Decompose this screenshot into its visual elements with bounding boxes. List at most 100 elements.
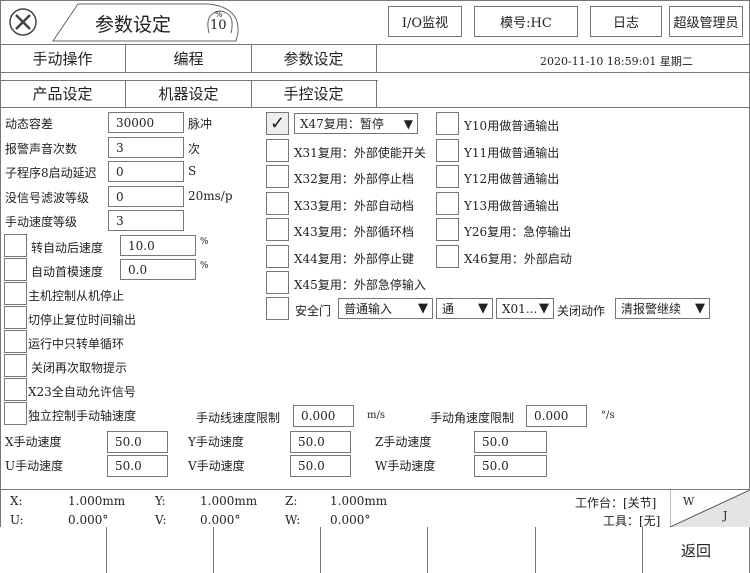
safety-close_action-dropdown[interactable]: 清报警继续 ▼: [615, 298, 710, 319]
function-button-5[interactable]: [428, 527, 536, 573]
checkbox-label: Y26复用：急停输出: [464, 225, 572, 239]
unit: %: [200, 237, 209, 247]
dropdown-arrow-icon: ▼: [695, 301, 705, 316]
back-button[interactable]: 返回: [643, 527, 750, 573]
coord-axis: Y:: [155, 494, 166, 508]
checkbox-label: 主机控制从机停止: [28, 289, 125, 303]
dropdown-arrow-icon: ▼: [539, 301, 549, 316]
divider: [0, 72, 750, 73]
angle-speed-label: 手动角速度限制: [430, 411, 515, 425]
safety-mode-dropdown[interactable]: 普通输入 ▼: [338, 298, 433, 319]
param-label: 动态容差: [5, 117, 54, 131]
checkbox[interactable]: [4, 354, 27, 377]
datetime: 2020-11-10 18:59:01 星期二: [540, 55, 693, 68]
x47-dropdown[interactable]: X47复用：暂停 ▼: [294, 113, 418, 134]
param-input[interactable]: 0: [108, 186, 184, 207]
mold-button[interactable]: 模号:HC: [474, 6, 578, 37]
function-button-6[interactable]: [536, 527, 643, 573]
param-input[interactable]: 3: [108, 137, 184, 158]
tab-1[interactable]: 编程: [126, 44, 252, 72]
axis-speed-input[interactable]: 50.0: [290, 455, 351, 477]
checkbox[interactable]: [436, 191, 459, 215]
checkbox-label: 运行中只转单循环: [28, 337, 125, 351]
axis-speed-input[interactable]: 50.0: [474, 455, 547, 477]
checkbox[interactable]: [266, 218, 289, 241]
coord-axis: W:: [285, 513, 301, 527]
checkbox[interactable]: [266, 165, 289, 188]
tools-icon[interactable]: [8, 7, 38, 37]
dropdown-arrow-icon: ▼: [403, 116, 413, 131]
function-button-4[interactable]: [321, 527, 428, 573]
param-input[interactable]: 0: [108, 161, 184, 182]
checkbox[interactable]: [436, 165, 459, 188]
subtab-2[interactable]: 手控设定: [251, 80, 377, 107]
mode-w: W: [683, 495, 695, 508]
speed-input[interactable]: 0.0: [120, 259, 196, 280]
function-button-1[interactable]: [0, 527, 107, 573]
log-button[interactable]: 日志: [590, 6, 662, 37]
subtab-1[interactable]: 机器设定: [126, 80, 252, 107]
checkbox-label: Y10用做普通输出: [464, 119, 560, 133]
dropdown-arrow-icon: ▼: [418, 301, 428, 316]
speed-input[interactable]: 10.0: [120, 235, 196, 256]
checkbox-label: 转自动后速度: [31, 241, 104, 255]
divider: [0, 489, 750, 490]
io-monitor-button[interactable]: I/O监视: [388, 6, 462, 37]
checkbox[interactable]: [436, 138, 459, 162]
safety-state-dropdown[interactable]: 通 ▼: [436, 298, 493, 319]
param-input[interactable]: 3: [108, 210, 184, 231]
coord-value: 1.000mm: [330, 494, 388, 508]
axis-speed-label: X手动速度: [5, 435, 62, 449]
safety-door-checkbox[interactable]: [266, 297, 289, 320]
param-unit: 20ms/p: [188, 189, 233, 203]
dropdown-value: X47复用：暂停: [300, 117, 384, 131]
checkbox[interactable]: [4, 282, 27, 305]
checkbox-label: Y12用做普通输出: [464, 172, 560, 186]
axis-speed-input[interactable]: 50.0: [474, 431, 547, 453]
coord-value: 1.000mm: [68, 494, 126, 508]
checkbox-label: X46复用：外部启动: [464, 251, 572, 266]
checkbox[interactable]: [4, 330, 27, 353]
param-input[interactable]: 30000: [108, 112, 184, 133]
tab-0[interactable]: 手动操作: [0, 44, 126, 72]
checkbox[interactable]: ✓: [266, 112, 289, 135]
checkbox[interactable]: [436, 218, 459, 241]
coord-axis: X:: [10, 494, 23, 508]
angle-speed-input[interactable]: 0.000: [526, 405, 587, 427]
axis-speed-label: V手动速度: [188, 459, 245, 473]
checkbox-label: X32复用：外部停止档: [294, 172, 414, 186]
axis-speed-input[interactable]: 50.0: [290, 431, 351, 453]
axis-speed-input[interactable]: 50.0: [107, 455, 168, 477]
function-button-2[interactable]: [107, 527, 214, 573]
checkbox[interactable]: [4, 234, 27, 257]
axis-speed-input[interactable]: 50.0: [107, 431, 168, 453]
coord-axis: U:: [10, 513, 24, 527]
checkbox[interactable]: [4, 306, 27, 329]
checkbox[interactable]: [4, 258, 27, 281]
function-button-3[interactable]: [214, 527, 321, 573]
subtab-0[interactable]: 产品设定: [0, 80, 126, 107]
dropdown-arrow-icon: ▼: [478, 301, 488, 316]
coord-value: 0.000°: [330, 513, 371, 527]
tab-2[interactable]: 参数设定: [251, 44, 377, 72]
checkbox-label: Y13用做普通输出: [464, 198, 560, 213]
checkbox[interactable]: [266, 138, 289, 162]
checkbox-label: 自动首模速度: [31, 265, 104, 279]
checkbox[interactable]: [266, 191, 289, 215]
checkbox-label: Y11用做普通输出: [464, 145, 560, 160]
dropdown-value: X01...: [502, 301, 538, 316]
user-button[interactable]: 超级管理员: [669, 6, 743, 37]
param-label: 子程序8启动延迟: [5, 166, 97, 180]
safety-input-dropdown[interactable]: X01... ▼: [496, 298, 554, 319]
line-speed-input[interactable]: 0.000: [293, 405, 354, 427]
checkbox[interactable]: [4, 378, 27, 401]
checkbox[interactable]: [4, 402, 27, 425]
checkbox[interactable]: [266, 271, 289, 294]
checkbox[interactable]: [266, 244, 289, 268]
workbench-label: 工作台：[关节]: [575, 496, 657, 510]
checkbox[interactable]: [436, 244, 459, 268]
checkbox[interactable]: [436, 112, 459, 135]
coord-mode-toggle[interactable]: [669, 489, 750, 528]
checkbox-label: 关闭再次取物提示: [31, 361, 128, 375]
param-unit: 脉冲: [188, 117, 213, 131]
